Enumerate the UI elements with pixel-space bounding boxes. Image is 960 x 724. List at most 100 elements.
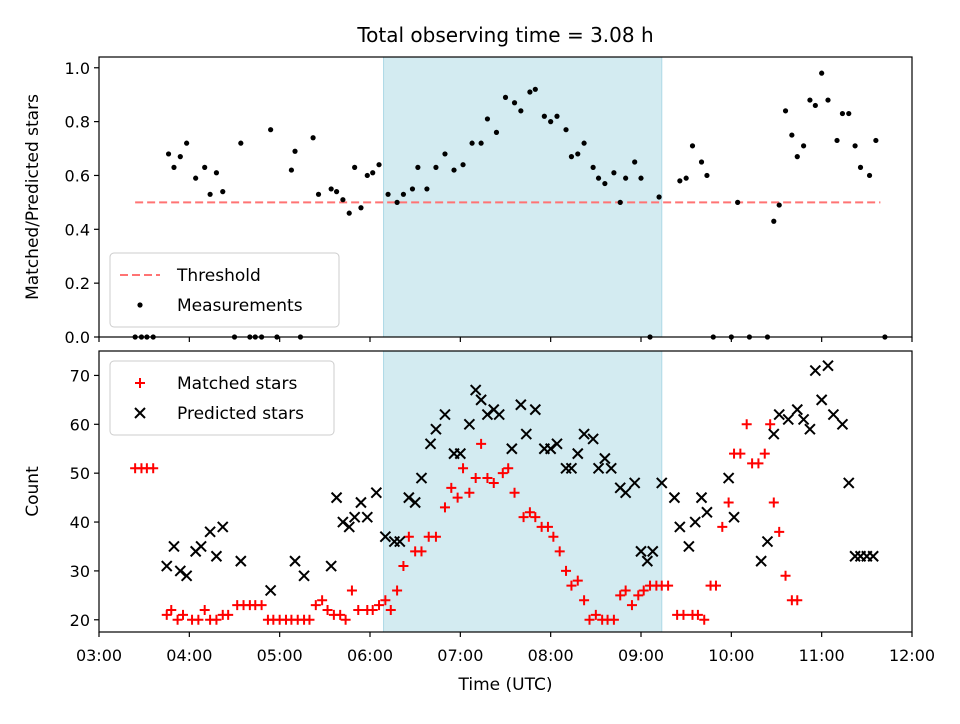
panel-counts: 20 30 40 50 60 70 03:00 04:00 05:00 06:00 07:00 08:… [70,350,935,665]
data-point [782,108,789,114]
data-point [568,154,575,160]
data-point [325,560,337,572]
data-point [710,580,721,591]
data-point [204,526,216,538]
data-point [638,175,644,181]
data-point [628,477,641,489]
data-point [626,600,637,611]
data-point [497,468,508,479]
data-point [857,164,864,170]
data-point [572,575,583,586]
data-point [493,129,500,135]
data-point [184,140,190,146]
data-point [148,463,159,474]
data-point [575,151,581,157]
data-point [238,140,244,146]
data-point [469,140,475,146]
x-tick-label: 08:00 [528,646,574,665]
data-point [424,438,437,450]
data-point [617,199,623,205]
data-point [683,540,695,553]
data-point [346,210,352,216]
legend-swatch [137,302,143,308]
data-point [809,364,822,377]
data-point [723,497,734,508]
data-point [678,609,689,620]
data-point [415,164,421,170]
data-point [476,438,487,449]
y-tick-label: 0.6 [65,166,90,185]
data-point [755,555,767,567]
data-point [493,408,505,421]
data-point [599,452,611,465]
data-point [367,605,378,616]
data-point [825,97,831,103]
x-tick-label: 09:00 [618,646,664,665]
data-point [292,148,298,154]
data-point [195,540,207,553]
data-point [638,585,649,596]
legend-label: Predicted stars [177,404,304,424]
data-point [180,570,193,582]
data-point [484,116,491,122]
data-point [791,403,803,416]
data-point [442,151,448,157]
data-point [330,491,343,504]
data-point [759,448,770,459]
data-point [409,496,421,509]
data-point [289,555,301,567]
data-point [592,462,605,474]
panel-ratio: 0.0 0.2 0.4 0.6 0.8 1.0 Threshold Measurements [65,56,913,347]
y-tick-label: 70 [70,366,90,385]
data-point [376,162,382,168]
y-tick-label: 0.8 [65,113,90,132]
data-point [590,609,601,620]
data-point [220,189,226,195]
data-point [469,384,482,396]
legend-label: Matched stars [177,374,297,394]
series-measurements [132,70,888,340]
data-point [620,585,631,596]
data-point [165,151,172,157]
data-point [632,159,638,165]
data-point [773,408,785,421]
data-point [333,189,340,195]
data-point [771,218,777,224]
data-point [689,516,701,528]
data-point [518,512,529,523]
data-point [430,423,442,435]
data-point [518,108,524,114]
y-tick-label: 60 [70,415,90,434]
data-point [394,535,406,548]
data-point [328,186,334,192]
x-tick-label: 06:00 [347,646,393,665]
data-point [735,199,741,205]
data-point [454,447,467,460]
data-point [548,119,554,125]
data-point [561,565,572,576]
data-point [458,463,469,474]
data-point [602,180,608,187]
data-point [502,94,509,100]
data-point [692,609,703,620]
data-point [565,462,578,474]
data-point [819,70,825,76]
data-point [482,473,493,484]
data-point [677,178,683,184]
y-tick-label: 0.0 [65,328,90,347]
legend-swatch [135,378,145,388]
data-point [355,496,367,509]
data-point [753,458,764,469]
data-point [699,614,710,625]
y-tick-label: 30 [70,562,90,581]
data-point [789,132,795,138]
data-point [409,186,416,192]
data-point [792,595,803,606]
data-point [358,205,364,211]
y-tick-label: 0.4 [65,220,90,239]
data-point [520,428,532,440]
data-point [668,491,681,504]
data-point [340,614,351,625]
data-point [587,433,599,445]
data-point [572,447,584,460]
